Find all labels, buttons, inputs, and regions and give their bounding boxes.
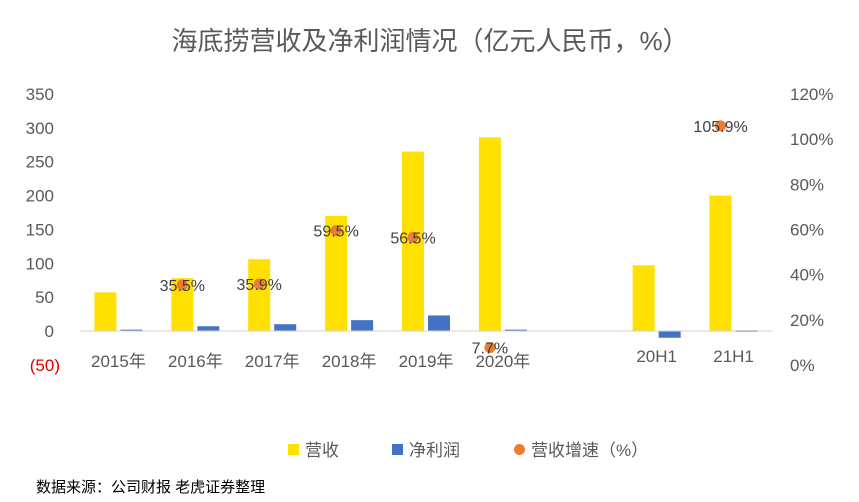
revenue-bar <box>325 215 348 331</box>
growth-point <box>330 225 342 237</box>
right-tick-label: 120% <box>790 85 833 104</box>
net-profit-bar <box>504 329 527 332</box>
right-axis: 0% 20% 40% 60% 80% 100% 120% <box>790 85 833 375</box>
net-profit-bar <box>197 326 220 331</box>
category-label: 2017年 <box>245 352 300 371</box>
right-tick-label: 60% <box>790 221 824 240</box>
category-label: 21H1 <box>713 347 754 366</box>
category-label: 2016年 <box>168 352 223 371</box>
right-tick-label: 40% <box>790 266 824 285</box>
legend-label: 净利润 <box>409 441 460 460</box>
growth-data-label: 59.5% <box>313 224 358 241</box>
left-tick-label: 150 <box>26 220 54 239</box>
legend-item: 营收增速（%） <box>514 441 648 460</box>
growth-data-label: 35.9% <box>237 277 282 294</box>
left-axis: (50) 0 50 100 150 200 250 300 350 <box>26 85 60 375</box>
category-label: 20H1 <box>636 347 677 366</box>
right-tick-label: 20% <box>790 311 824 330</box>
revenue-bar <box>94 292 117 331</box>
x-axis-categories: 2015年 2016年 2017年 2018年 2019年 2020年 20H1 21H1 <box>91 347 754 371</box>
right-tick-label: 0% <box>790 356 815 375</box>
legend: 营收 净利润 营收增速（%） <box>288 441 648 460</box>
left-tick-label: (50) <box>30 356 60 375</box>
category-label: 2015年 <box>91 352 146 371</box>
category-label: 2018年 <box>322 352 377 371</box>
net-profit-bar <box>658 331 681 338</box>
legend-item: 净利润 <box>392 441 460 460</box>
revenue-bar <box>632 265 655 331</box>
source-note: 数据来源：公司财报 老虎证券整理 <box>36 479 266 496</box>
growth-point <box>484 342 496 354</box>
net-profit-bar <box>274 324 297 331</box>
revenue-bar <box>478 137 501 331</box>
category-label: 2020年 <box>475 352 530 371</box>
net-profit-bar <box>120 329 143 332</box>
category-label: 2019年 <box>399 352 454 371</box>
left-tick-label: 300 <box>26 119 54 138</box>
left-tick-label: 0 <box>45 322 54 341</box>
right-tick-label: 100% <box>790 130 833 149</box>
left-tick-label: 250 <box>26 153 54 172</box>
legend-swatch <box>288 444 299 455</box>
legend-label: 营收增速（%） <box>531 441 648 460</box>
growth-point <box>176 279 188 291</box>
growth-point <box>715 120 727 132</box>
bars <box>94 137 758 338</box>
net-profit-bar <box>428 315 450 331</box>
growth-point <box>407 231 419 243</box>
growth-data-label: 56.5% <box>390 230 435 247</box>
net-profit-bar <box>351 320 374 331</box>
revenue-bar <box>171 278 194 331</box>
growth-points: 35.5% 35.9% 59.5% 56.5% 7.7% 105.9% <box>160 119 748 358</box>
left-tick-label: 350 <box>26 85 54 104</box>
revenue-bar <box>709 195 732 331</box>
left-tick-label: 50 <box>35 288 54 307</box>
growth-data-label: 7.7% <box>472 341 508 358</box>
left-tick-label: 100 <box>26 254 54 273</box>
legend-swatch <box>392 444 403 455</box>
legend-swatch <box>514 444 525 455</box>
right-tick-label: 80% <box>790 175 824 194</box>
growth-data-label: 105.9% <box>693 119 747 136</box>
revenue-bar <box>248 259 271 331</box>
legend-label: 营收 <box>305 441 339 460</box>
chart-title: 海底捞营收及净利润情况（亿元人民币，%） <box>171 26 688 56</box>
left-tick-label: 200 <box>26 187 54 206</box>
growth-point <box>253 278 265 290</box>
legend-item: 营收 <box>288 441 339 460</box>
growth-data-label: 35.5% <box>160 278 205 295</box>
